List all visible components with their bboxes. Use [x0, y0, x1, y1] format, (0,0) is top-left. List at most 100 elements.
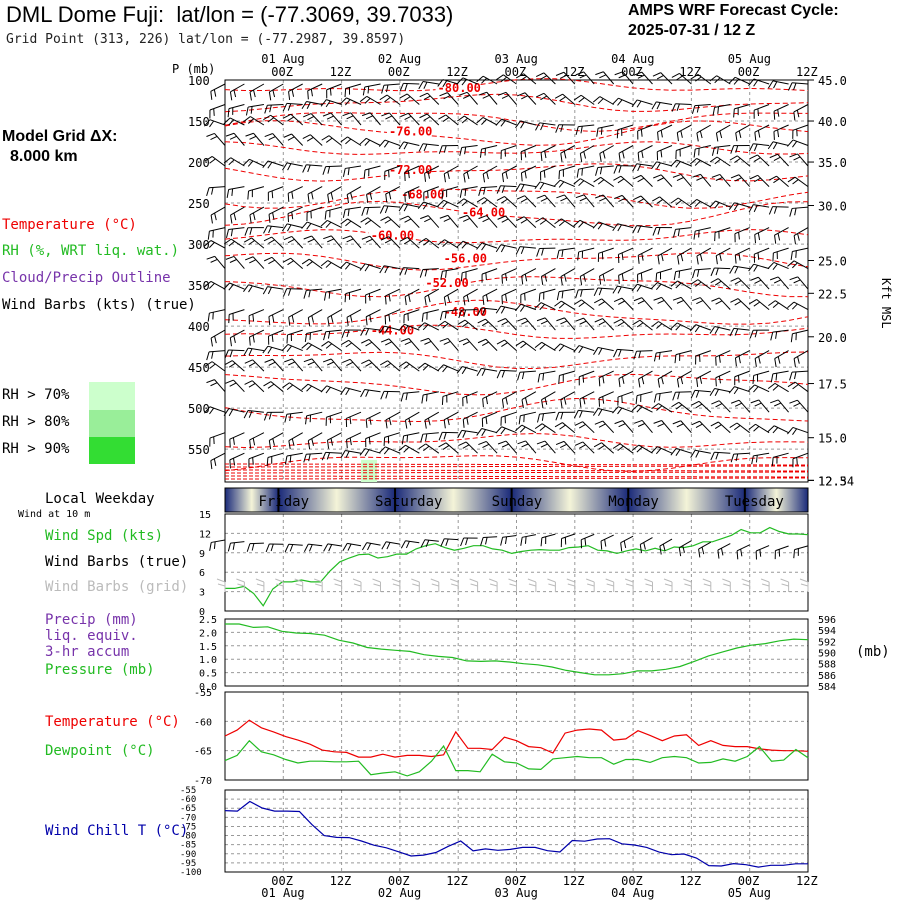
- barb-flag: [281, 223, 288, 232]
- barb-flag: [683, 578, 692, 583]
- barb-flag: [283, 235, 292, 241]
- barb-shaft: [248, 452, 265, 460]
- barb-flag: [231, 188, 234, 197]
- barb-flag: [579, 320, 587, 325]
- barb-flag: [224, 360, 233, 366]
- barb-flag: [325, 221, 332, 228]
- wind-barb: [520, 145, 537, 161]
- isotherm-contour: [224, 188, 809, 209]
- barb-flag: [797, 233, 800, 241]
- wind-barb: [378, 139, 401, 148]
- barb-flag: [728, 76, 736, 84]
- barb-flag: [592, 96, 601, 103]
- barb-flag: [659, 271, 662, 280]
- barb-flag: [641, 376, 645, 385]
- barb-flag: [288, 288, 292, 296]
- barb-shaft: [738, 174, 751, 187]
- barb-flag: [579, 74, 587, 79]
- wind-barb: [772, 247, 789, 262]
- barb-flag: [768, 175, 777, 181]
- wind-barb: [592, 221, 614, 230]
- barb-shaft: [481, 268, 498, 275]
- barb-flag: [636, 285, 642, 292]
- barb-flag: [325, 262, 332, 268]
- barb-flag: [789, 371, 793, 381]
- wind-barb: [281, 223, 303, 232]
- wind-barb: [342, 206, 362, 218]
- barb-flag: [442, 444, 450, 450]
- barb-flag: [728, 386, 735, 394]
- wind-barb: [521, 391, 537, 409]
- wind-barb: [657, 247, 673, 265]
- wind-barb: [477, 338, 498, 351]
- weekday-label: Monday: [608, 494, 659, 510]
- barb-flag: [536, 194, 545, 199]
- wind-barb: [321, 135, 342, 146]
- barb-flag: [772, 427, 779, 434]
- barb-flag: [663, 578, 673, 583]
- barb-flag: [223, 117, 231, 125]
- barb-flag: [737, 375, 740, 383]
- barb-flag: [692, 269, 696, 279]
- barb-flag: [213, 108, 215, 116]
- barb-shaft: [774, 227, 789, 236]
- barb-flag: [718, 376, 721, 384]
- barb-flag: [797, 548, 799, 556]
- wind-barb: [248, 309, 265, 325]
- windchill-tick-label: -70: [180, 813, 196, 823]
- barb-shaft: [248, 309, 265, 317]
- barb-flag: [359, 137, 367, 145]
- wind-barb: [379, 205, 400, 214]
- barb-shaft: [427, 215, 440, 228]
- barb-flag: [539, 344, 546, 350]
- wind-barb: [541, 391, 556, 409]
- wind-barb: [223, 408, 245, 417]
- barb-flag: [462, 94, 471, 99]
- barb-shaft: [637, 283, 653, 290]
- pressure-line: [225, 623, 809, 676]
- barb-flag: [209, 363, 216, 369]
- barb-flag: [680, 376, 684, 385]
- time-label-bottom: 00Z: [388, 874, 410, 888]
- barb-flag: [465, 271, 467, 280]
- barb-shaft: [346, 97, 362, 105]
- barb-flag: [306, 136, 314, 142]
- barb-shaft: [657, 124, 673, 133]
- barb-flag: [276, 583, 284, 587]
- wind-barb: [715, 350, 731, 366]
- barb-shaft: [307, 221, 323, 229]
- wind-barb: [689, 324, 711, 333]
- barb-shaft: [793, 350, 809, 359]
- barb-flag: [696, 132, 699, 142]
- barb-shaft: [699, 420, 712, 434]
- wind-barb-10m: [246, 542, 264, 552]
- barb-flag: [566, 578, 575, 583]
- barb-shaft: [327, 543, 342, 547]
- barb-flag: [773, 131, 775, 140]
- wind-barb: [462, 391, 478, 407]
- barb-flag: [562, 169, 564, 177]
- barb-flag: [655, 447, 662, 455]
- barb-flag: [456, 366, 463, 374]
- barb-flag: [223, 157, 232, 164]
- wind-barb-10m: [303, 543, 323, 552]
- barb-shaft: [599, 268, 614, 277]
- barb-flag: [735, 145, 739, 153]
- barb-shaft: [680, 174, 692, 187]
- barb-flag: [524, 274, 528, 282]
- barb-flag: [401, 435, 405, 445]
- barb-flag: [584, 538, 587, 546]
- barb-flag: [204, 406, 211, 414]
- barb-flag: [555, 440, 565, 445]
- isotherm-label: -52.00: [425, 276, 468, 290]
- barb-shaft: [738, 277, 751, 290]
- barb-shaft: [464, 115, 478, 126]
- barb-shaft: [209, 186, 226, 189]
- barb-flag: [774, 358, 777, 368]
- wind-barb: [774, 350, 789, 368]
- barb-shaft: [386, 94, 401, 105]
- barb-flag: [268, 91, 272, 101]
- barb-shaft: [758, 399, 770, 413]
- barb-flag: [575, 317, 584, 322]
- barb-shaft: [505, 318, 517, 331]
